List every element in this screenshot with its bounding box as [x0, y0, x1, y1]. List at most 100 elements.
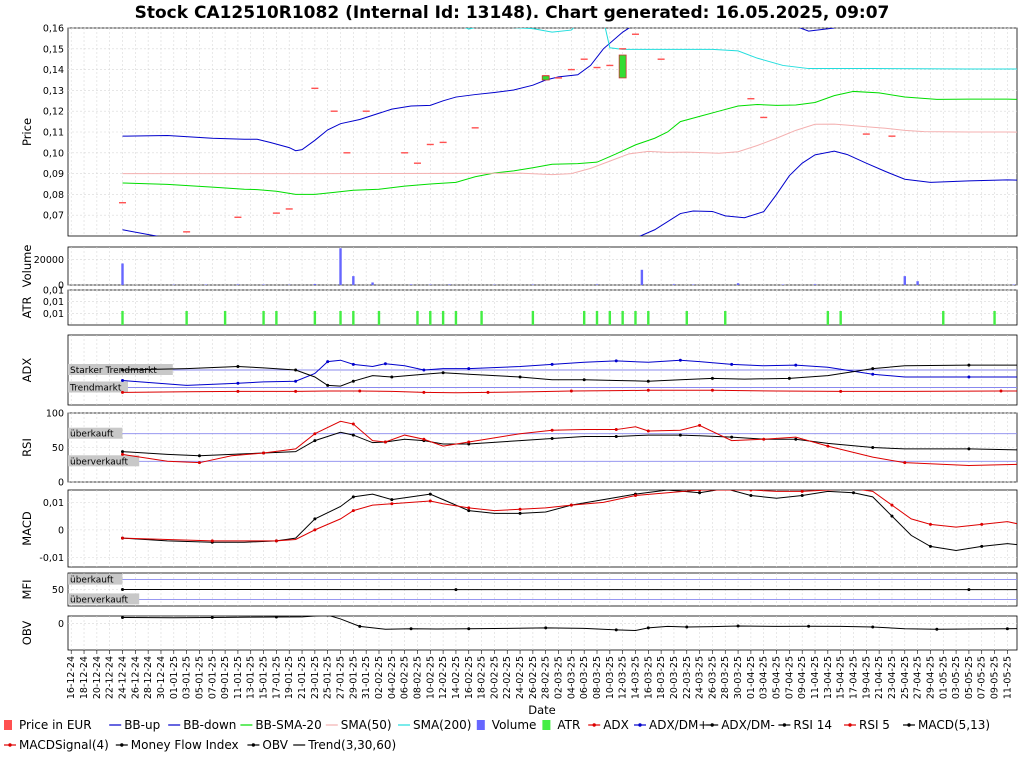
x-tick-label: 10-03-25 — [605, 656, 616, 699]
x-tick-label: 09-05-25 — [990, 656, 1001, 699]
atr-bar — [224, 311, 226, 325]
x-tick-label: 17-04-25 — [848, 656, 859, 699]
legend-swatch-dot — [593, 723, 596, 726]
x-tick-label: 05-04-25 — [772, 656, 783, 699]
series-point — [839, 390, 842, 393]
series-point — [313, 432, 316, 435]
series-point — [519, 376, 522, 379]
x-tick-label: 06-02-25 — [400, 656, 411, 699]
legend-item: OBV — [247, 738, 288, 752]
y-tick-label: -0,01 — [39, 553, 64, 564]
series-point — [442, 371, 445, 374]
legend-item: ADX/DM- — [706, 718, 775, 732]
atr-bar — [532, 311, 534, 325]
panel-frame — [68, 616, 1017, 650]
legend-label: ADX/DM+ — [649, 718, 708, 732]
y-axis-label: MFI — [20, 580, 34, 600]
x-tick-label: 24-02-25 — [515, 656, 526, 699]
y-tick-label: 0,01 — [43, 297, 64, 308]
legend-label: Money Flow Index — [131, 738, 239, 752]
series-point — [890, 515, 893, 518]
legend-item: ATR — [542, 718, 580, 732]
panel-frame — [68, 490, 1017, 567]
x-axis-label: Date — [528, 703, 556, 717]
series-point — [647, 389, 650, 392]
y-tick-label: 0 — [58, 478, 64, 489]
series-point — [358, 390, 361, 393]
atr-bar — [429, 311, 431, 325]
volume-bar — [916, 281, 918, 285]
series-point — [826, 445, 829, 448]
atr-bar — [827, 311, 829, 325]
atr-bar — [686, 311, 688, 325]
atr-bar — [621, 311, 623, 325]
y-tick-label: 0,13 — [43, 86, 64, 97]
x-tick-label: 15-04-25 — [836, 656, 847, 699]
legend-item: ADX — [588, 718, 629, 732]
series-point — [429, 493, 432, 496]
y-tick-label: 0,01 — [43, 286, 64, 297]
legend-swatch-dot — [638, 723, 641, 726]
legend-item: MACD(5,13) — [903, 718, 990, 732]
legend-label: Trend(3,30,60) — [307, 738, 396, 752]
x-tick-label: 22-03-25 — [682, 656, 693, 699]
panel-price: 0,070,080,090,100,110,120,130,140,150,16… — [20, 7, 1024, 267]
x-tick-label: 30-03-25 — [733, 656, 744, 699]
x-tick-label: 03-04-25 — [759, 656, 770, 699]
x-tick-label: 27-01-25 — [336, 656, 347, 699]
series-point — [615, 628, 618, 631]
x-tick-label: 01-05-25 — [938, 656, 949, 699]
volume-bar — [352, 276, 354, 285]
series-point — [544, 626, 547, 629]
x-tick-label: 26-12-24 — [130, 656, 141, 699]
series-point — [711, 389, 714, 392]
legend-item: ADX/DM+ — [634, 718, 708, 732]
atr-bar — [942, 311, 944, 325]
level-label: überkauft — [70, 430, 114, 440]
series-point — [788, 377, 791, 380]
series-point — [313, 439, 316, 442]
series-point — [967, 376, 970, 379]
x-tick-label: 28-02-25 — [541, 656, 552, 699]
atr-bar — [262, 311, 264, 325]
x-tick-label: 20-02-25 — [489, 656, 500, 699]
x-tick-label: 23-04-25 — [887, 656, 898, 699]
x-tick-label: 14-02-25 — [451, 656, 462, 699]
series-point — [326, 614, 329, 617]
series-point — [352, 423, 355, 426]
legend-label: RSI 14 — [793, 718, 832, 732]
atr-bar — [839, 311, 841, 325]
x-tick-label: 21-01-25 — [297, 656, 308, 699]
x-tick-label: 16-12-24 — [66, 656, 77, 699]
x-tick-label: 07-04-25 — [784, 656, 795, 699]
x-tick-label: 21-04-25 — [874, 656, 885, 699]
atr-bar — [416, 311, 418, 325]
x-tick-label: 26-02-25 — [528, 656, 539, 699]
y-axis-label: ADX — [20, 358, 34, 383]
series-point — [929, 523, 932, 526]
series-point — [352, 434, 355, 437]
series-point — [236, 390, 239, 393]
x-tick-label: 29-01-25 — [348, 656, 359, 699]
x-tick-label: 18-12-24 — [79, 656, 90, 699]
legend-label: ATR — [557, 718, 580, 732]
legend-label: Price in EUR — [19, 718, 92, 732]
x-tick-label: 04-02-25 — [387, 656, 398, 699]
atr-bar — [480, 311, 482, 325]
legend-item: Money Flow Index — [116, 738, 239, 752]
y-tick-label: 0 — [58, 619, 64, 630]
series-point — [390, 502, 393, 505]
y-tick-label: 0,15 — [43, 44, 64, 55]
atr-bar — [724, 311, 726, 325]
x-tick-label: 06-03-25 — [579, 656, 590, 699]
series-point — [422, 369, 425, 372]
series-point — [871, 373, 874, 376]
x-tick-label: 12-02-25 — [438, 656, 449, 699]
y-tick-label: 0,12 — [43, 107, 64, 118]
x-tick-label: 03-01-25 — [182, 656, 193, 699]
volume-bar — [737, 283, 739, 285]
x-tick-label: 07-05-25 — [977, 656, 988, 699]
